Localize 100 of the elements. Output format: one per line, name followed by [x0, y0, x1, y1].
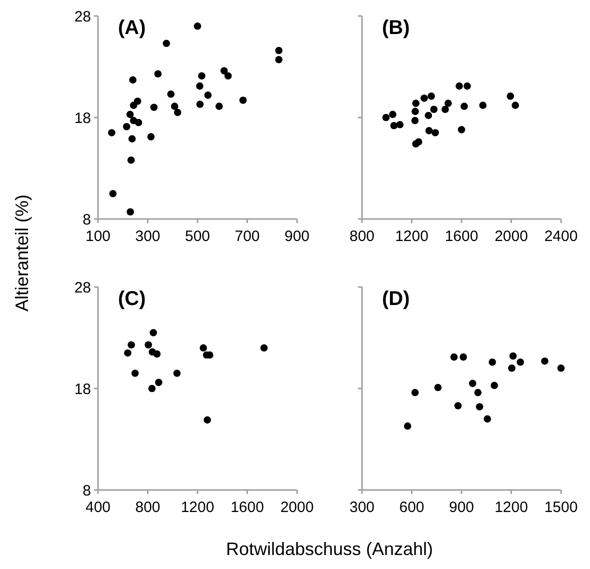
point	[122, 122, 130, 130]
y-tick-label: 18	[74, 380, 91, 398]
x-tick-label: 2400	[544, 228, 578, 245]
point	[389, 110, 396, 118]
point	[144, 341, 152, 349]
x-tick-label: 300	[349, 499, 375, 516]
point	[450, 353, 458, 361]
point	[430, 106, 438, 114]
x-tick-label: 900	[284, 228, 310, 245]
point	[479, 102, 487, 109]
y-axis-title: Altieranteil (%)	[12, 194, 32, 312]
point	[434, 384, 442, 392]
point	[456, 82, 463, 90]
point	[424, 112, 432, 120]
x-tick-label: 1200	[395, 228, 428, 245]
point	[162, 40, 170, 48]
point	[126, 208, 134, 216]
point	[464, 82, 471, 90]
point	[488, 358, 496, 366]
point	[196, 82, 204, 90]
point	[414, 138, 422, 146]
point	[484, 415, 492, 423]
point	[412, 108, 419, 116]
x-tick-label: 1200	[180, 499, 214, 516]
point	[173, 370, 181, 377]
point	[128, 135, 136, 142]
point	[148, 384, 156, 392]
point	[155, 378, 162, 386]
x-tick-label: 300	[135, 228, 160, 245]
point	[260, 344, 268, 352]
x-tick-label: 800	[135, 499, 160, 516]
x-tick-label: 900	[448, 499, 474, 516]
x-tick-label: 800	[349, 228, 375, 245]
point	[458, 126, 466, 134]
point	[198, 72, 206, 80]
y-tick-label: 18	[74, 110, 91, 127]
point	[124, 349, 132, 357]
point	[460, 102, 468, 110]
point	[382, 114, 390, 122]
point	[474, 388, 482, 396]
point	[109, 190, 117, 198]
point	[150, 104, 158, 111]
point	[200, 344, 207, 352]
point	[432, 129, 439, 136]
y-tick-label: 28	[74, 8, 91, 26]
point	[541, 357, 548, 365]
x-tick-label: 2000	[280, 499, 314, 516]
point	[153, 350, 161, 358]
point	[490, 382, 498, 390]
point	[275, 56, 282, 64]
point	[506, 92, 514, 100]
chart-title: (D)	[382, 288, 410, 310]
point	[516, 358, 524, 366]
chart-title: (A)	[118, 17, 146, 39]
point	[508, 364, 516, 372]
point	[444, 100, 452, 107]
point	[239, 96, 247, 104]
point	[150, 329, 158, 336]
x-tick-label: 400	[85, 499, 111, 516]
x-tick-label: 2000	[494, 228, 528, 245]
point	[442, 106, 449, 114]
point	[468, 380, 476, 388]
point	[275, 46, 282, 54]
point	[220, 67, 228, 74]
point	[411, 116, 419, 124]
point	[127, 156, 135, 164]
y-tick-label: 8	[82, 211, 91, 228]
point	[134, 118, 142, 126]
point	[557, 364, 565, 372]
point	[390, 122, 398, 130]
point	[147, 133, 155, 140]
point	[154, 70, 162, 78]
x-tick-label: 700	[234, 228, 260, 245]
point	[129, 76, 136, 84]
point	[460, 353, 467, 361]
point	[134, 98, 142, 105]
point	[196, 100, 204, 108]
x-tick-label: 1600	[230, 499, 264, 516]
point	[476, 403, 484, 410]
x-tick-label: 1500	[544, 499, 578, 516]
point	[420, 94, 428, 102]
point	[454, 402, 462, 410]
point	[131, 370, 139, 377]
x-tick-label: 100	[85, 228, 111, 245]
x-tick-label: 600	[399, 499, 424, 516]
y-tick-label: 8	[82, 482, 91, 500]
y-tick-label: 28	[74, 279, 91, 296]
point	[128, 341, 135, 349]
chart-title: (B)	[382, 17, 410, 39]
point	[170, 102, 178, 110]
point	[412, 100, 420, 107]
point	[174, 108, 182, 116]
point	[425, 127, 433, 134]
x-tick-label: 500	[184, 228, 210, 245]
point	[509, 352, 517, 360]
point	[404, 422, 412, 430]
point	[194, 22, 202, 30]
point	[204, 416, 211, 424]
chart-title: (C)	[118, 288, 146, 310]
point	[411, 388, 419, 396]
